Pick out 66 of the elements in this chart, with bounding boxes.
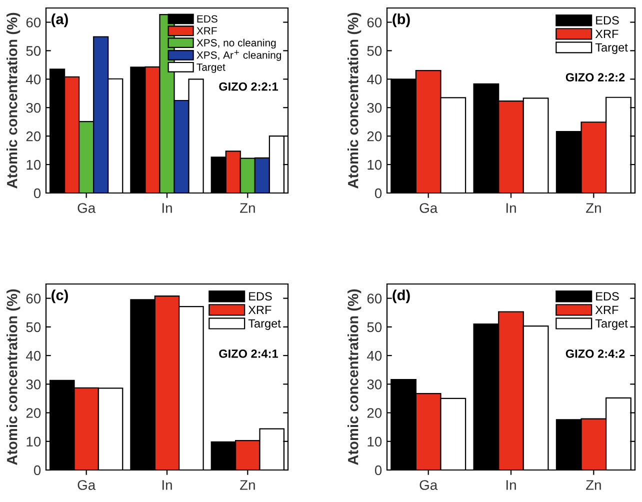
y-tick-label: 50 bbox=[26, 46, 41, 56]
y-tick-label: 10 bbox=[368, 436, 382, 447]
y-tick-label: 60 bbox=[26, 18, 41, 28]
chart-title: (c) bbox=[52, 290, 68, 304]
legend-label: EDS bbox=[596, 292, 619, 301]
x-tick-label: Zn bbox=[586, 480, 601, 490]
y-tick-label: 60 bbox=[367, 294, 382, 304]
x-tick-label: Zn bbox=[586, 203, 601, 213]
x-tick-label: Zn bbox=[240, 203, 255, 213]
legend-label: XRF bbox=[248, 306, 272, 314]
y-tick-label: 0 bbox=[374, 188, 382, 198]
y-tick-label: 60 bbox=[367, 18, 382, 28]
legend-label: Target bbox=[196, 64, 226, 73]
x-tick-label: Ga bbox=[78, 480, 96, 490]
y-tick-label: 20 bbox=[367, 408, 382, 418]
legend-label: Target bbox=[248, 319, 281, 330]
y-axis-title: Atomic concentration (%) bbox=[348, 12, 362, 188]
y-tick-label: 20 bbox=[26, 131, 41, 142]
y-tick-label: 0 bbox=[374, 465, 382, 476]
x-tick-label: In bbox=[162, 203, 172, 213]
x-tick-label: Zn bbox=[240, 480, 255, 490]
y-tick-label: 50 bbox=[26, 322, 41, 332]
y-tick-label: 30 bbox=[367, 102, 382, 113]
legend-label: EDS bbox=[596, 16, 619, 25]
x-tick-label: Ga bbox=[420, 203, 438, 213]
legend-label: Target bbox=[595, 43, 628, 54]
chart-title: (b) bbox=[392, 14, 410, 28]
legend-label: XRF bbox=[595, 306, 618, 314]
x-tick-label: In bbox=[506, 203, 516, 213]
x-tick-label: In bbox=[162, 480, 172, 490]
y-tick-label: 20 bbox=[26, 408, 41, 418]
legend-label: Target bbox=[595, 319, 628, 330]
y-tick-label: 30 bbox=[367, 379, 382, 390]
legend-label: XRF bbox=[196, 27, 217, 34]
legend-label: EDS bbox=[197, 15, 218, 23]
legend-label: XRF bbox=[595, 30, 618, 38]
y-tick-label: 10 bbox=[26, 160, 41, 170]
x-tick-label: Ga bbox=[420, 480, 438, 490]
y-tick-label: 10 bbox=[26, 436, 41, 447]
y-axis-title: Atomic concentration (%) bbox=[348, 289, 362, 465]
annotation: GIZO 2:4:1 bbox=[219, 349, 278, 358]
y-tick-label: 40 bbox=[26, 350, 41, 361]
y-tick-label: 30 bbox=[26, 379, 41, 390]
y-tick-label: 50 bbox=[367, 322, 382, 332]
y-tick-label: 0 bbox=[34, 465, 41, 476]
annotation: GIZO 2:2:1 bbox=[219, 82, 278, 91]
annotation: GIZO 2:4:2 bbox=[566, 349, 625, 358]
chart-title: (d) bbox=[392, 290, 410, 304]
y-tick-label: 60 bbox=[26, 294, 41, 304]
y-tick-label: 20 bbox=[367, 131, 382, 142]
y-tick-label: 40 bbox=[26, 74, 41, 84]
legend-label: EDS bbox=[249, 292, 272, 301]
legend-label: XPS, no cleaning bbox=[196, 38, 276, 49]
x-tick-label: In bbox=[506, 480, 516, 490]
y-axis-title: Atomic concentration (%) bbox=[6, 289, 20, 465]
x-tick-label: Ga bbox=[78, 203, 96, 213]
y-axis-title: Atomic concentration (%) bbox=[6, 12, 20, 188]
legend-label: XPS, Ar$^{+}$ cleaning bbox=[196, 50, 282, 61]
y-tick-label: 10 bbox=[368, 160, 382, 170]
chart-title: (a) bbox=[52, 14, 68, 28]
y-tick-label: 0 bbox=[34, 188, 41, 198]
y-tick-label: 30 bbox=[26, 102, 41, 113]
y-tick-label: 40 bbox=[367, 350, 382, 361]
annotation: GIZO 2:2:2 bbox=[566, 73, 625, 82]
y-tick-label: 40 bbox=[367, 74, 382, 84]
y-tick-label: 50 bbox=[367, 46, 382, 56]
